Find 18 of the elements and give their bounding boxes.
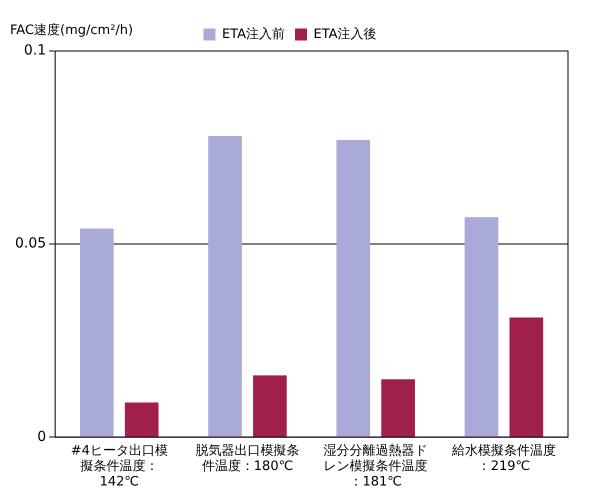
bar [80,228,114,437]
bar [336,140,370,437]
bar [510,317,544,437]
legend-label: ETA注入前 [222,26,286,42]
x-tick-label: 湿分分離過熱器ドレン模擬条件温度：181℃ [324,443,428,490]
y-tick-label: 0.1 [24,42,46,59]
y-axis-title: FAC速度(mg/cm²/h) [10,22,134,38]
x-tick-label: #4ヒータ出口模擬条件温度：142℃ [70,443,168,490]
bar [208,136,242,437]
bar [381,379,415,437]
y-tick-label: 0 [37,428,46,445]
legend-label: ETA注入後 [314,26,377,42]
x-tick-label: 給水模擬条件温度：219℃ [450,442,556,474]
bar [124,402,159,437]
bar [253,375,287,437]
x-tick-label: 脱気器出口模擬条件温度：180℃ [195,443,300,474]
bar [464,217,498,437]
y-tick-label: 0.05 [15,236,46,252]
